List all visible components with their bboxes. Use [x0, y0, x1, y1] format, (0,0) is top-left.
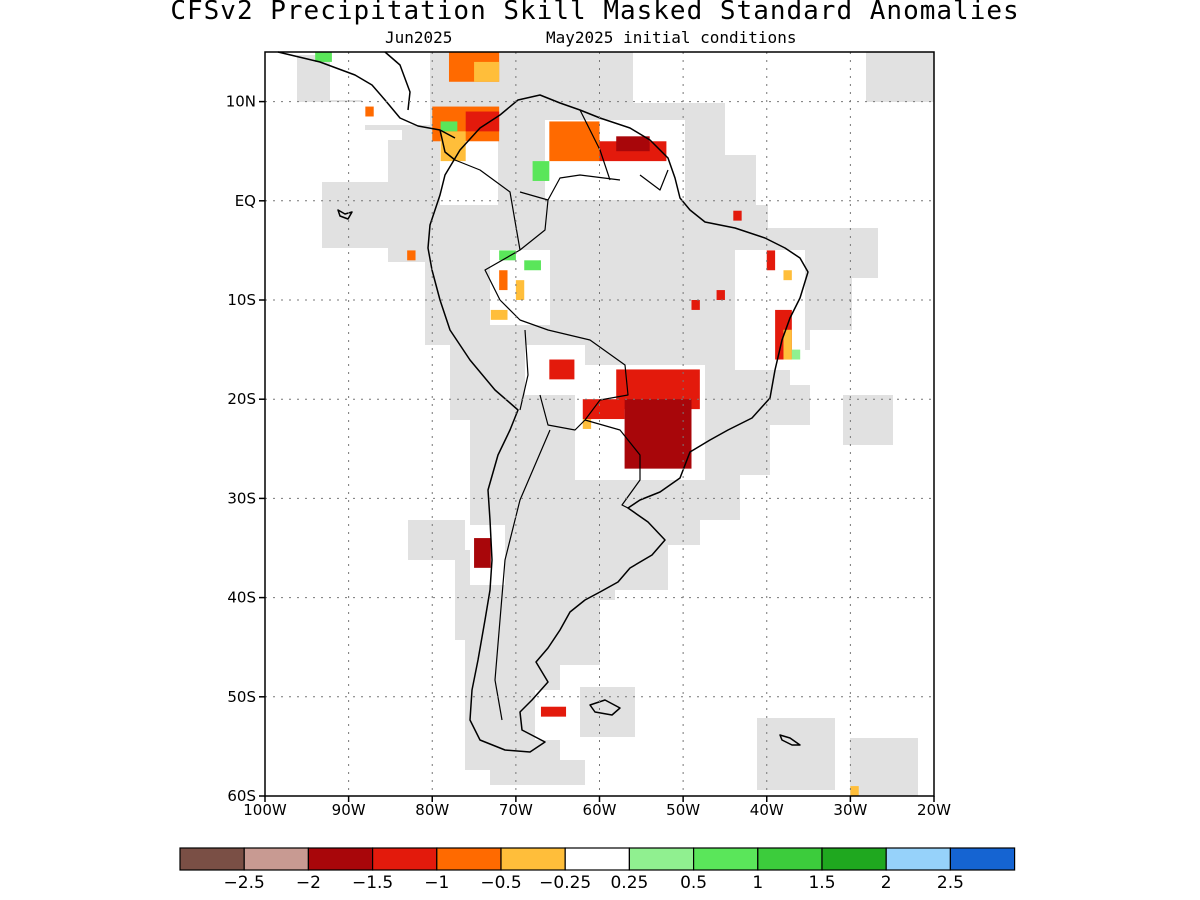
south-america-coastline — [427, 94, 809, 753]
anomaly-patch — [582, 419, 592, 429]
anomaly-patch — [465, 111, 500, 132]
anomaly-patch — [549, 359, 575, 380]
anomaly-patch — [616, 136, 650, 152]
colorbar-label: 2 — [881, 873, 892, 893]
colorbar-legend: −2.5 −2 −1.5 −1 −0.5 −0.25 0.25 0.5 1 1.5 2 2.5 — [179, 847, 1016, 893]
anomaly-patch — [440, 121, 458, 132]
colorbar-label: −0.5 — [480, 873, 521, 893]
lat-tick-label: 40S — [227, 589, 256, 607]
anomaly-patch — [783, 329, 792, 360]
colorbar-swatch — [757, 847, 823, 871]
anomaly-patch — [499, 270, 508, 291]
colorbar-swatch — [885, 847, 952, 871]
near-normal-region — [362, 70, 430, 125]
colorbar-label: 1.5 — [808, 873, 835, 893]
colorbar-swatch — [372, 847, 438, 871]
initial-conditions-label: May2025 initial conditions — [546, 28, 797, 47]
lon-tick-label: 100W — [243, 801, 287, 819]
anomaly-patch — [691, 300, 700, 310]
colorbar-label: 2.5 — [937, 873, 964, 893]
target-month-label: Jun2025 — [385, 28, 453, 47]
skill-mask-region — [843, 395, 893, 445]
anomaly-patch — [515, 280, 525, 300]
skill-mask-region — [866, 52, 934, 102]
falklands-islands — [589, 699, 621, 716]
near-normal-region — [330, 52, 430, 77]
latitude-axis: 10N EQ 10S 20S 30S 40S 50S 60S — [226, 93, 265, 805]
anomaly-layer — [315, 52, 859, 796]
colorbar-swatch — [628, 847, 695, 871]
lat-tick-label: 30S — [227, 489, 256, 507]
colorbar-swatch — [243, 847, 309, 871]
skill-mask-region — [580, 687, 635, 737]
lon-tick-label: 80W — [415, 801, 449, 819]
lon-tick-label: 70W — [499, 801, 533, 819]
lat-tick-label: 50S — [227, 688, 256, 706]
lon-tick-label: 20W — [917, 801, 951, 819]
colorbar-label: −2 — [296, 873, 321, 893]
lon-tick-label: 50W — [666, 801, 700, 819]
colorbar-swatch — [564, 847, 631, 871]
colorbar-swatch — [500, 847, 566, 871]
anomaly-patch — [716, 290, 725, 300]
colorbar-label: 0.5 — [680, 873, 707, 893]
south-georgia-island — [779, 734, 801, 746]
anomaly-patch — [532, 161, 550, 181]
colorbar-swatch — [821, 847, 887, 871]
anomaly-patch — [499, 250, 516, 261]
anomaly-patch — [524, 260, 541, 271]
skill-mask-region — [757, 718, 835, 790]
lat-tick-label: 10S — [227, 291, 256, 309]
anomaly-patch — [549, 121, 600, 162]
lat-tick-label: 10N — [226, 93, 256, 111]
anomaly-patch — [766, 250, 776, 271]
anomaly-patch — [540, 706, 567, 717]
skill-mask-region — [850, 738, 918, 796]
longitude-axis: 100W 90W 80W 70W 60W 50W 40W 30W 20W — [243, 796, 951, 819]
anomaly-patch — [624, 399, 692, 469]
lon-tick-label: 60W — [583, 801, 617, 819]
anomaly-patch — [474, 538, 491, 568]
colorbar-label: −0.25 — [539, 873, 591, 893]
colorbar-label: −1 — [424, 873, 449, 893]
galapagos-islands — [337, 209, 353, 220]
central-america-coastline — [277, 51, 456, 161]
colorbar-swatch — [949, 847, 1016, 871]
anomaly-patch — [850, 786, 859, 796]
map-title: CFSv2 Precipitation Skill Masked Standar… — [170, 0, 1020, 26]
colorbar-label: 1 — [752, 873, 763, 893]
anomaly-patch — [783, 270, 792, 281]
lat-tick-label: 20S — [227, 390, 256, 408]
lat-tick-label: EQ — [235, 192, 256, 210]
anomaly-patch — [733, 210, 742, 221]
colorbar-swatch — [436, 847, 502, 871]
lon-tick-label: 90W — [332, 801, 366, 819]
anomaly-patch — [474, 61, 500, 82]
anomaly-patch — [315, 52, 332, 62]
colorbar-swatch — [307, 847, 374, 871]
anomaly-patch — [791, 349, 801, 360]
anomaly-patch — [490, 309, 508, 320]
lat-tick-label: 60S — [227, 787, 256, 805]
lon-tick-label: 40W — [750, 801, 784, 819]
anomaly-patch — [365, 106, 374, 117]
colorbar-swatch — [179, 847, 245, 871]
anomaly-patch — [582, 399, 625, 420]
colorbar-label: −2.5 — [224, 873, 265, 893]
anomaly-patch — [407, 250, 416, 261]
colorbar-label: 0.25 — [610, 873, 648, 893]
colorbar-swatch — [692, 847, 759, 871]
colorbar-label: −1.5 — [352, 873, 393, 893]
lon-tick-label: 30W — [833, 801, 867, 819]
